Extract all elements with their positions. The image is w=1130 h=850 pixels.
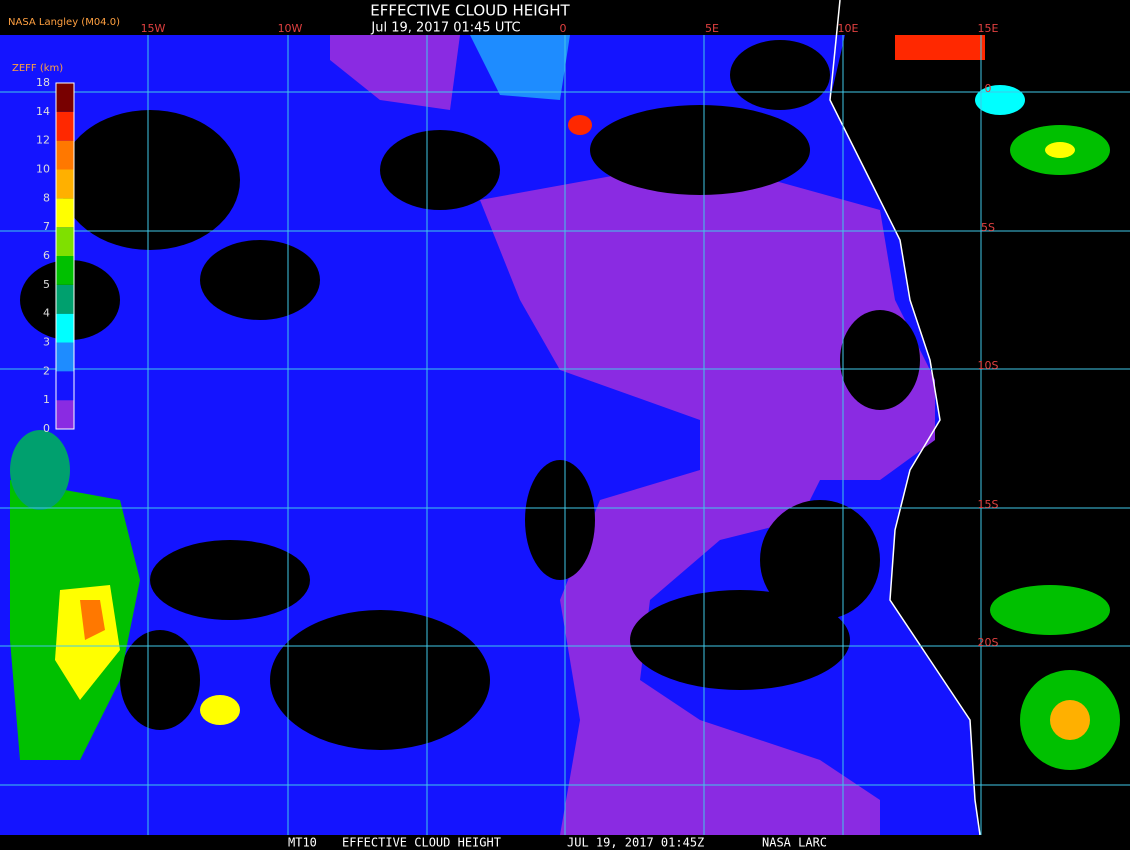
legend-label: 2 <box>43 364 50 377</box>
deep-cloud <box>10 430 70 510</box>
latitude-label: 10S <box>978 359 999 372</box>
legend-label: 18 <box>36 76 50 89</box>
longitude-label: 15E <box>978 22 999 35</box>
legend-swatch <box>56 313 74 343</box>
longitude-label: 10W <box>278 22 303 35</box>
legend-label: 12 <box>36 134 50 147</box>
deep-cloud <box>55 585 120 700</box>
latitude-label: 20S <box>978 636 999 649</box>
latitude-label: 0 <box>985 82 992 95</box>
mid-cloud <box>470 35 570 100</box>
coastline <box>829 0 981 836</box>
land-cloud <box>200 35 1120 770</box>
footer: MT10 EFFECTIVE CLOUD HEIGHT JUL 19, 2017… <box>288 836 827 850</box>
title: EFFECTIVE CLOUD HEIGHT <box>370 2 570 20</box>
footer-id: MT10 <box>288 836 317 850</box>
legend-swatch <box>56 284 74 314</box>
legend-label: 6 <box>43 249 50 262</box>
very-low-cloud <box>480 160 935 835</box>
latitude-label: 5S <box>981 221 995 234</box>
deep-cloud <box>80 600 105 640</box>
longitude-label: 15W <box>141 22 166 35</box>
legend-swatch <box>56 169 74 199</box>
legend-swatch <box>56 371 74 401</box>
legend-label: 7 <box>43 220 50 233</box>
legend-swatch <box>56 227 74 256</box>
legend-label: 8 <box>43 191 50 204</box>
footer-product: EFFECTIVE CLOUD HEIGHT <box>342 836 501 850</box>
graticule <box>0 35 1130 835</box>
legend-title: ZEFF (km) <box>12 63 63 74</box>
legend-label: 5 <box>43 278 50 291</box>
legend-swatch <box>56 342 74 372</box>
longitude-label: 5E <box>705 22 719 35</box>
legend-frame <box>55 82 75 430</box>
longitude-label: 0 <box>560 22 567 35</box>
latitude-label: 15S <box>978 498 999 511</box>
legend-swatch <box>56 256 74 285</box>
legend-label: 3 <box>43 336 50 349</box>
legend-swatch <box>56 83 74 112</box>
legend-swatch <box>56 140 74 170</box>
legend-label: 4 <box>43 307 50 320</box>
legend-swatch <box>56 198 74 228</box>
legend-label: 14 <box>36 105 50 118</box>
legend-label: 0 <box>43 422 50 435</box>
footer-bar <box>0 835 1130 850</box>
legend-label: 1 <box>43 393 50 406</box>
source: NASA Langley (M04.0) <box>8 17 120 28</box>
legend-label: 10 <box>36 163 50 176</box>
footer-time: JUL 19, 2017 01:45Z <box>567 836 704 850</box>
legend-swatch <box>56 400 74 429</box>
subtitle: Jul 19, 2017 01:45 UTC <box>370 21 520 36</box>
longitude-label: 10E <box>838 22 859 35</box>
footer-org: NASA LARC <box>762 836 827 850</box>
legend-swatch <box>56 111 74 141</box>
